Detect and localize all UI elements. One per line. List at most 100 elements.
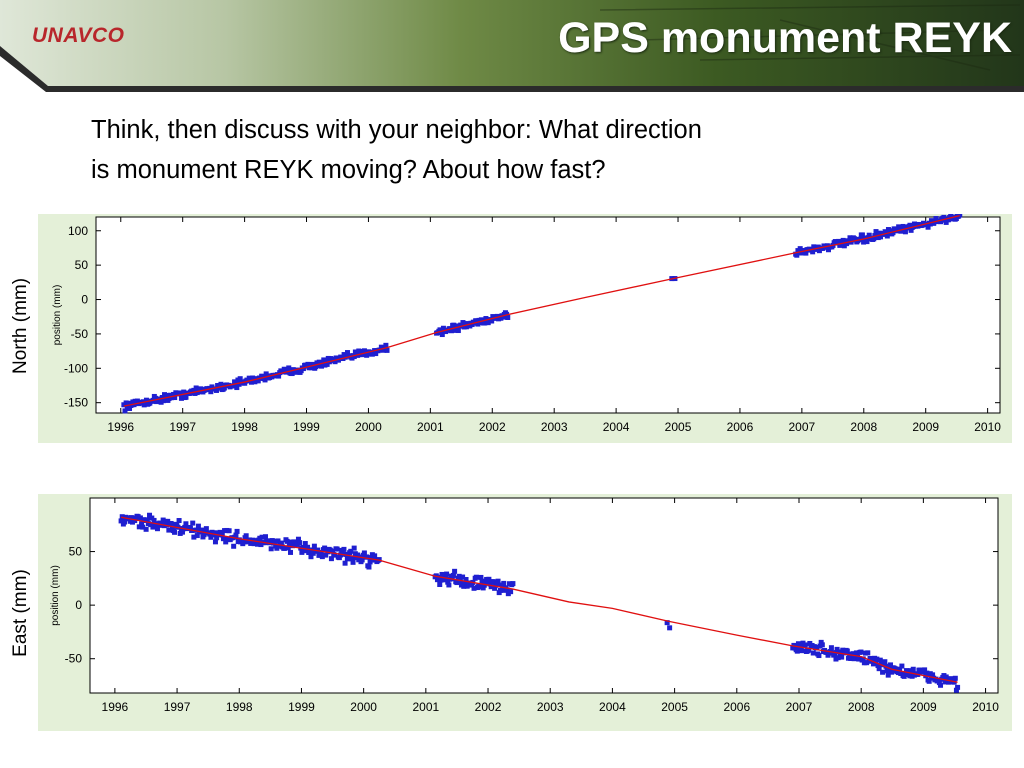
x-tick-label: 1996 [107,420,134,434]
data-point [299,549,305,555]
data-point [141,402,147,408]
data-point [456,573,462,579]
data-point [877,657,883,663]
data-point [286,365,292,371]
x-tick-label: 2002 [479,420,506,434]
data-point [832,650,838,656]
data-point [344,350,350,356]
data-point [372,553,378,559]
data-point [836,238,842,244]
data-point [232,379,238,385]
data-point [510,581,516,587]
north-axis-label: North (mm) [10,277,31,374]
x-tick-label: 2006 [723,700,750,714]
data-point [351,545,357,551]
data-point [452,568,458,574]
data-point [323,358,329,364]
data-point [810,249,816,255]
data-point [262,534,268,540]
data-point [276,373,282,379]
data-point [825,247,831,253]
x-tick-label: 2010 [974,420,1001,434]
data-point [351,354,357,360]
data-point [953,687,959,693]
data-point [490,579,496,585]
data-point [255,378,261,384]
data-point [880,669,886,675]
data-point [285,545,291,551]
data-point [122,408,128,414]
data-point [345,555,351,561]
x-tick-label: 1997 [164,700,191,714]
data-point [463,577,469,583]
y-tick-label: 50 [69,545,83,559]
prompt-line-2: is monument REYK moving? About how fast? [91,156,606,184]
data-point [166,527,172,533]
slide-title: GPS monument REYK [558,14,1012,62]
data-point [193,527,199,533]
data-point [315,547,321,553]
data-point [147,512,153,518]
data-point [275,538,281,544]
data-point [865,650,871,656]
data-point [464,583,470,589]
data-point [485,320,491,326]
data-point [319,554,325,560]
data-point [237,376,243,382]
data-point [342,560,348,566]
data-point [122,519,128,525]
data-point [373,351,379,357]
data-point [211,530,217,536]
data-point [437,327,443,333]
data-point [495,578,501,584]
data-point [268,546,274,552]
data-point [938,219,944,225]
data-point [930,672,936,678]
data-point [137,515,143,521]
data-point [306,550,312,556]
data-point [343,551,349,557]
data-point [489,318,495,324]
data-point [176,518,182,524]
data-point [437,582,443,588]
data-point [497,587,503,593]
header-banner-graphic [0,0,1024,92]
data-point [140,524,146,530]
y-tick-label: 0 [81,293,88,307]
data-point [444,571,450,577]
y-tick-label: 0 [75,598,82,612]
x-tick-label: 1997 [169,420,196,434]
data-point [938,682,944,688]
y-tick-label: 50 [75,258,89,272]
data-point [859,232,865,238]
data-point [840,237,846,243]
y-tick-label: -150 [64,396,88,410]
data-point [119,514,125,520]
x-tick-label: 2005 [665,420,692,434]
data-point [479,578,485,584]
data-point [501,580,507,586]
x-tick-label: 2008 [848,700,875,714]
data-point [241,539,247,545]
plot-area [89,497,999,694]
data-point [924,670,930,676]
data-point [300,366,306,372]
x-tick-label: 2000 [355,420,382,434]
data-point [127,405,133,411]
discussion-prompt: Think, then discuss with your neighbor: … [91,110,971,190]
data-point [356,348,362,354]
data-point [439,332,445,338]
data-point [248,379,254,385]
data-point [203,526,209,532]
data-point [454,580,460,586]
data-point [481,582,487,588]
x-tick-label: 1998 [231,420,258,434]
data-point [457,578,463,584]
data-point [889,669,895,675]
data-point [471,585,477,591]
data-point [323,552,329,558]
data-point [797,246,803,252]
data-point [926,678,932,684]
data-point [871,236,877,242]
x-tick-label: 1999 [293,420,320,434]
